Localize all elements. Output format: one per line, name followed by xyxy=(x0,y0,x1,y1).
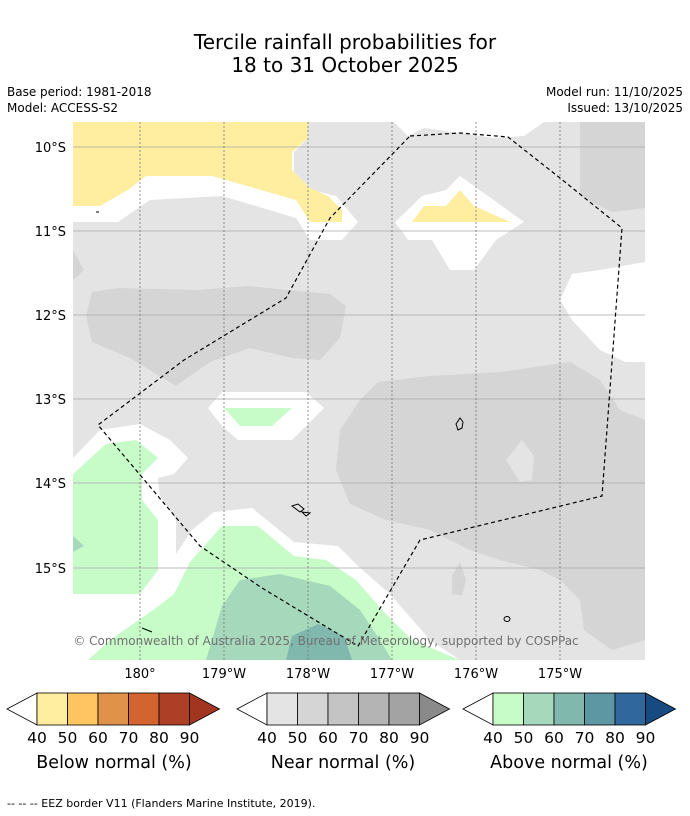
below-normal-halo-2 xyxy=(395,176,524,270)
low-confidence-region-se xyxy=(620,286,645,312)
near-normal-50-region-east xyxy=(336,362,645,650)
colorbar-segment xyxy=(266,692,298,726)
colorbar-tick-label: 70 xyxy=(119,729,139,747)
colorbar-tick-label: 70 xyxy=(575,729,595,747)
colorbar-extend-low xyxy=(6,692,38,726)
above-normal-50-region xyxy=(206,574,392,660)
colorbar-segment xyxy=(36,692,68,726)
colorbar-segment xyxy=(158,692,190,726)
above-normal-40-patch-centre xyxy=(224,408,292,426)
colorbar-segment xyxy=(492,692,524,726)
meta-left: Base period: 1981-2018 Model: ACCESS-S2 xyxy=(7,84,152,116)
colorbar-tick-label: 50 xyxy=(288,729,308,747)
above-normal-colorbar: 40 50 60 70 80 90 xyxy=(462,692,677,747)
colorbar-segment xyxy=(128,692,160,726)
lat-label: 10°S xyxy=(35,141,66,156)
issued-date: Issued: 13/10/2025 xyxy=(567,101,683,115)
colorbar-tick-label: 90 xyxy=(180,729,200,747)
lon-label: 175°W xyxy=(538,667,582,682)
lon-label: 180° xyxy=(124,667,155,682)
colorbar-tick-label: 50 xyxy=(58,729,78,747)
lon-label: 178°W xyxy=(286,667,330,682)
colorbar-tick-label: 60 xyxy=(318,729,338,747)
model-name: Model: ACCESS-S2 xyxy=(7,101,119,115)
island-outline-3 xyxy=(503,616,511,622)
near-normal-label: Near normal (%) xyxy=(270,753,416,773)
eez-footnote: -- -- -- EEZ border V11 (Flanders Marine… xyxy=(7,797,316,810)
below-normal-40-patch xyxy=(412,190,510,222)
colorbar-tick-label: 90 xyxy=(636,729,656,747)
meta-right: Model run: 11/10/2025 Issued: 13/10/2025 xyxy=(546,84,683,116)
near-normal-50-region-sw xyxy=(73,250,84,280)
colorbar-segment xyxy=(584,692,616,726)
lat-label: 12°S xyxy=(35,309,66,324)
colorbars: 40 50 60 70 80 90 40 50 60 70 80 90 40 50 60 70 80 90 xyxy=(6,692,677,747)
colorbar-segment xyxy=(97,692,129,726)
near-normal-50-se xyxy=(620,510,645,570)
colorbar-segment xyxy=(614,692,646,726)
low-confidence-region-top xyxy=(394,122,544,138)
lat-label: 14°S xyxy=(35,477,66,492)
colorbar-tick-label: 70 xyxy=(349,729,369,747)
latitude-labels: 10°S 11°S 12°S 13°S 14°S 15°S xyxy=(35,141,66,577)
colorbar-extend-low xyxy=(236,692,268,726)
lon-label: 179°W xyxy=(202,667,246,682)
island-outline-2 xyxy=(290,503,312,517)
copyright-notice: © Commonwealth of Australia 2025, Bureau… xyxy=(73,634,578,648)
longitude-gridlines xyxy=(139,122,561,660)
base-period: Base period: 1981-2018 xyxy=(7,85,152,99)
colorbar-tick-label: 80 xyxy=(379,729,399,747)
colorbar-tick-label: 60 xyxy=(544,729,564,747)
colorbar-tick-label: 80 xyxy=(149,729,169,747)
colorbar-segment xyxy=(388,692,420,726)
colorbar-segment xyxy=(297,692,329,726)
colorbar-segment xyxy=(553,692,585,726)
colorbar-tick-label: 80 xyxy=(605,729,625,747)
lat-label: 15°S xyxy=(35,562,66,577)
above-normal-40-notch xyxy=(73,536,84,552)
colorbar-extend-high xyxy=(189,692,221,726)
model-run: Model run: 11/10/2025 xyxy=(545,85,683,99)
colorbar-tick-label: 40 xyxy=(483,729,503,747)
colorbar-tick-label: 50 xyxy=(514,729,534,747)
map-title: Tercile rainfall probabilities for 18 to… xyxy=(0,31,690,77)
title-line-1: Tercile rainfall probabilities for xyxy=(193,30,497,54)
colorbar-tick-label: 60 xyxy=(88,729,108,747)
colorbar-tick-label: 90 xyxy=(410,729,430,747)
near-normal-50-right-top xyxy=(580,122,645,212)
near-normal-50-islet xyxy=(452,562,466,596)
above-normal-label: Above normal (%) xyxy=(490,753,648,773)
island-outline-5 xyxy=(141,627,153,633)
colorbar-segment xyxy=(358,692,390,726)
map-area xyxy=(73,122,645,660)
colorbar-segment xyxy=(67,692,99,726)
island-outline xyxy=(455,417,464,431)
above-normal-40-region-sw xyxy=(73,440,158,594)
colorbar-extend-high xyxy=(645,692,677,726)
latitude-gridlines xyxy=(73,146,645,569)
colorbar-segment xyxy=(327,692,359,726)
below-normal-label: Below normal (%) xyxy=(36,753,192,773)
lat-label: 11°S xyxy=(35,225,66,240)
below-normal-colorbar: 40 50 60 70 80 90 xyxy=(6,692,221,747)
colorbar-tick-label: 40 xyxy=(27,729,47,747)
longitude-labels: 180° 179°W 178°W 177°W 176°W 175°W xyxy=(124,667,582,682)
colorbar-segment xyxy=(523,692,555,726)
colorbar-tick-label: 40 xyxy=(257,729,277,747)
colorbar-extend-low xyxy=(462,692,494,726)
title-line-2: 18 to 31 October 2025 xyxy=(231,53,459,77)
lat-label: 13°S xyxy=(35,393,66,408)
colorbar-extend-high xyxy=(419,692,451,726)
near-normal-50-region-west xyxy=(86,286,346,386)
near-normal-40-hole xyxy=(506,440,534,482)
low-confidence-region-right xyxy=(560,262,645,362)
near-normal-colorbar: 40 50 60 70 80 90 xyxy=(236,692,451,747)
eez-border-line xyxy=(97,132,623,647)
lon-label: 177°W xyxy=(370,667,414,682)
lon-label: 176°W xyxy=(454,667,498,682)
